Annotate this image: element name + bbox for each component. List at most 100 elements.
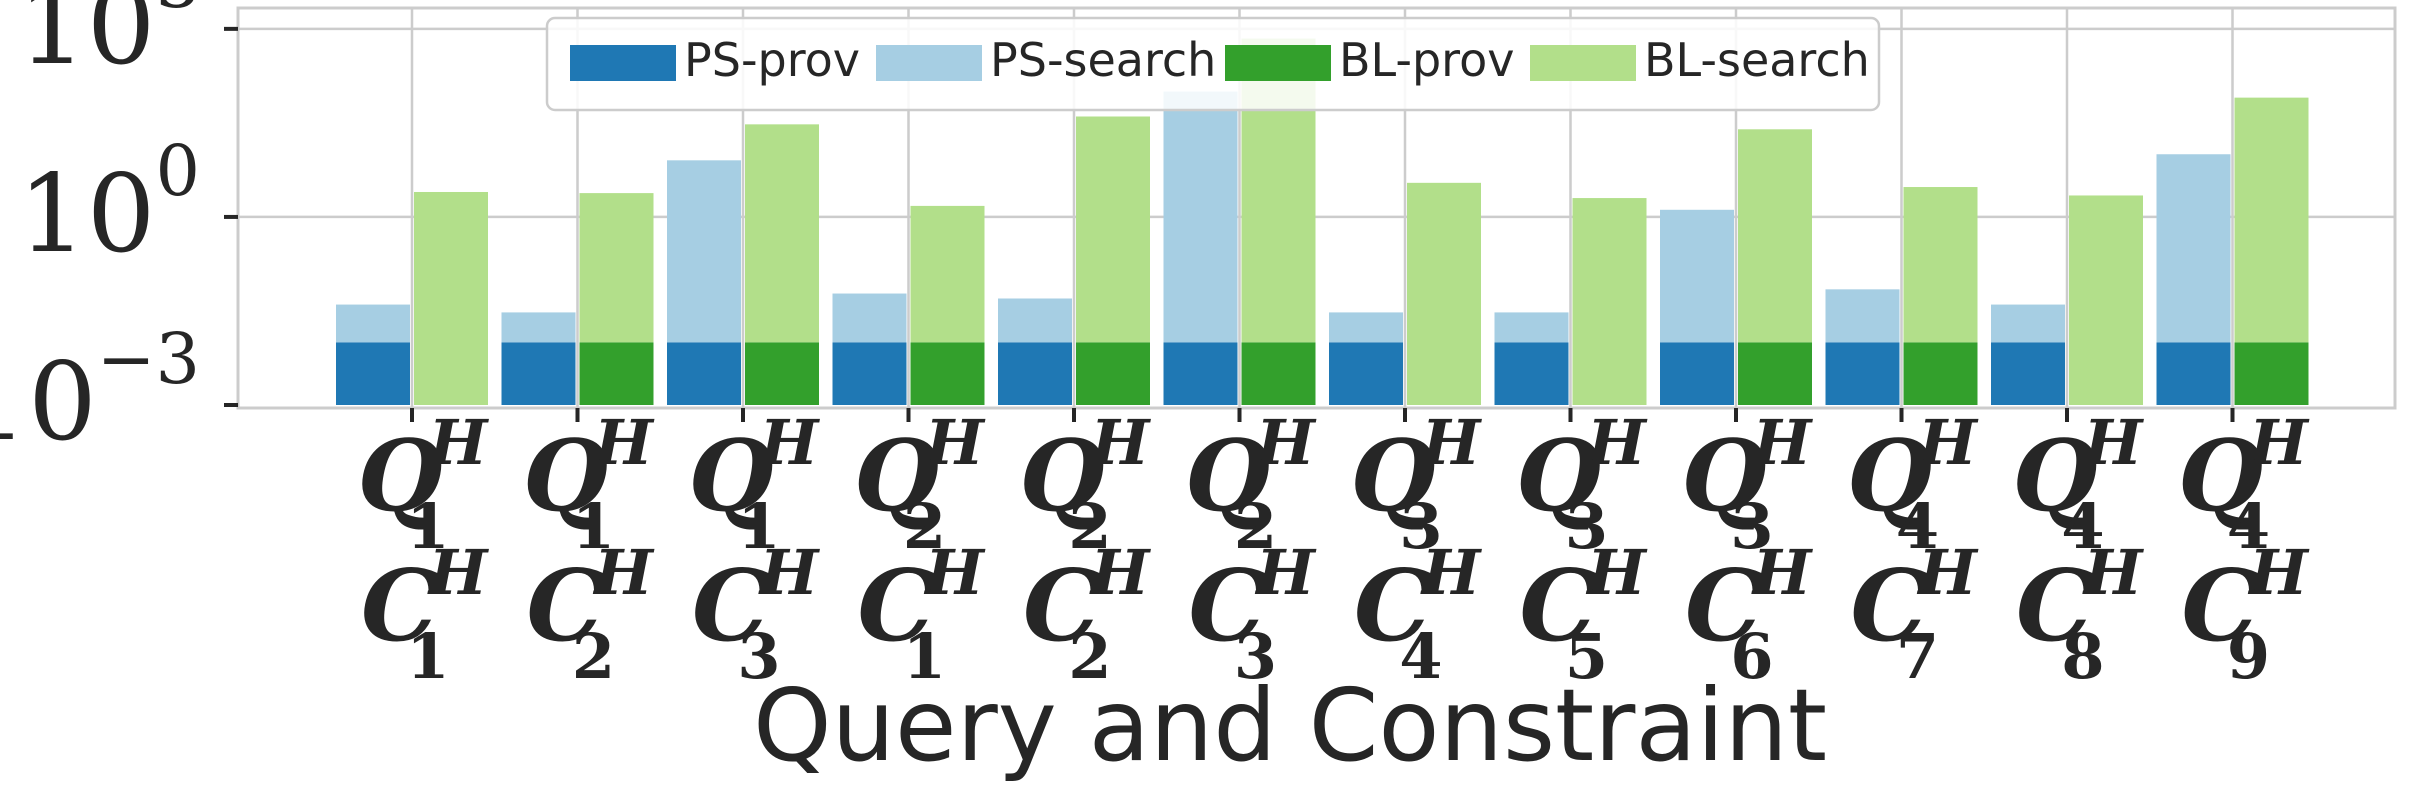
bar-bl-prov [1076, 342, 1150, 405]
bar-ps-search [1991, 304, 2065, 343]
x-tick-subscript: 1 [737, 490, 780, 563]
bar-ps-prov [998, 342, 1072, 405]
x-tick-subscript: 2 [572, 620, 615, 693]
x-tick-subscript: 4 [2061, 490, 2104, 563]
x-tick-letter: C [858, 549, 936, 664]
legend-swatch [1530, 45, 1636, 81]
x-tick-letter: Q [2012, 419, 2097, 534]
x-tick-letter: Q [1847, 419, 1932, 534]
x-tick-superscript: H [1420, 406, 1483, 479]
bar-bl-prov [579, 342, 654, 405]
bar-bl-search [745, 124, 819, 343]
bar-bl-search [1903, 187, 1978, 343]
x-tick-superscript: H [1089, 536, 1152, 609]
x-tick-superscript: H [592, 536, 655, 609]
x-tick-letter: Q [854, 419, 939, 534]
bar-ps-search [1163, 91, 1238, 343]
x-tick-superscript: H [1254, 406, 1317, 479]
x-tick-superscript: H [1585, 536, 1648, 609]
bar-bl-search [1407, 182, 1481, 405]
bar-bl-prov [2234, 342, 2309, 405]
x-tick-superscript: H [2082, 536, 2145, 609]
x-tick-subscript: 1 [406, 490, 449, 563]
bar-bl-prov [1903, 342, 1978, 405]
x-tick-superscript: H [1420, 536, 1483, 609]
bar-ps-prov [501, 342, 576, 405]
bar-bl-search [414, 191, 488, 405]
x-tick-superscript: H [592, 406, 655, 479]
x-tick-subscript: 3 [1730, 490, 1773, 563]
bar-ps-prov [832, 342, 907, 405]
x-tick-subscript: 3 [1399, 490, 1442, 563]
x-axis-title: Query and Constraint [753, 667, 1827, 784]
x-tick-subscript: 9 [2227, 620, 2270, 693]
x-tick-superscript: H [1916, 536, 1979, 609]
bar-ps-search [832, 293, 907, 343]
x-tick-letter: Q [1185, 419, 1270, 534]
y-axis: 10−3 100 103 [0, 0, 238, 465]
bar-bl-search [910, 205, 985, 343]
x-tick-subscript: 3 [1234, 620, 1277, 693]
bar-ps-prov [1163, 342, 1238, 405]
legend-item: PS-prov [570, 33, 860, 87]
legend-swatch [570, 45, 676, 81]
x-tick-superscript: H [1254, 536, 1317, 609]
x-tick-superscript: H [1089, 406, 1152, 479]
x-tick-superscript: H [758, 406, 821, 479]
bar-ps-prov [336, 342, 410, 405]
x-tick-subscript: 2 [1068, 490, 1111, 563]
x-tick-subscript: 1 [572, 490, 615, 563]
bar-bl-prov [745, 342, 819, 405]
x-tick-letter: C [692, 549, 770, 664]
bars [336, 38, 2309, 405]
bar-ps-prov [1329, 342, 1403, 405]
bar-ps-prov [1825, 342, 1900, 405]
y-tick-label: 103 [18, 0, 200, 89]
x-tick-superscript: H [1751, 536, 1814, 609]
legend-label: BL-search [1644, 33, 1870, 87]
bar-ps-search [1494, 312, 1569, 343]
legend-item: BL-prov [1225, 33, 1514, 87]
bar-ps-search [1825, 289, 1900, 343]
x-tick-letter: Q [1516, 419, 1601, 534]
y-tick-label: 100 [18, 130, 200, 277]
legend-box [545, 16, 1881, 112]
bar-ps-search [501, 312, 576, 343]
x-tick-superscript: H [2247, 536, 2310, 609]
x-tick-subscript: 7 [1896, 620, 1939, 693]
bar-ps-search [336, 304, 410, 343]
x-tick-letter: Q [523, 419, 608, 534]
legend-swatch [876, 45, 982, 81]
x-tick-letter: C [1023, 549, 1101, 664]
bar-bl-search [1572, 198, 1647, 405]
bar-bl-prov [910, 342, 985, 405]
x-tick-letter: C [2016, 549, 2094, 664]
x-tick-superscript: H [1585, 406, 1648, 479]
x-tick-letter: C [1685, 549, 1763, 664]
x-tick-subscript: 5 [1565, 620, 1608, 693]
legend-label: PS-prov [684, 33, 860, 87]
x-axis: QH1CH1QH1CH2QH1CH3QH2CH1QH2CH2QH2CH3QH3C… [357, 406, 2310, 693]
x-tick-superscript: H [2082, 406, 2145, 479]
bar-ps-prov [2156, 342, 2231, 405]
x-tick-letter: Q [1350, 419, 1435, 534]
bar-ps-search [1329, 312, 1403, 343]
legend-label: BL-prov [1339, 33, 1514, 87]
legend-label: PS-search [990, 33, 1216, 87]
x-tick-superscript: H [2247, 406, 2310, 479]
x-tick-subscript: 2 [1068, 620, 1111, 693]
x-tick-superscript: H [923, 536, 986, 609]
x-tick-subscript: 6 [1730, 620, 1773, 693]
x-tick-subscript: 4 [2227, 490, 2270, 563]
bar-bl-search [1738, 129, 1812, 343]
x-tick-letter: C [1189, 549, 1267, 664]
x-tick-subscript: 2 [903, 490, 946, 563]
